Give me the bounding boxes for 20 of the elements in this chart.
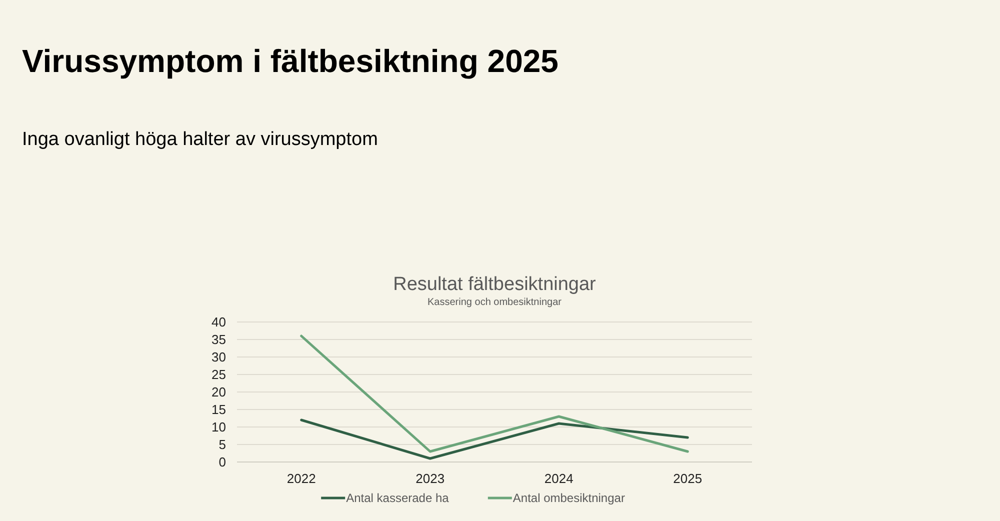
text: Inga ovanligt höga halter av virussymptom <box>22 129 378 150</box>
x-tick-label: 2023 <box>416 471 445 486</box>
y-tick-label: 15 <box>212 402 226 418</box>
line-series <box>300 418 689 460</box>
legend-label: Antal ombesiktningar <box>512 491 625 505</box>
y-tick-label: 35 <box>212 332 226 348</box>
chart-subtitle: Kassering och ombesiktningar <box>428 297 562 308</box>
y-tick-label: 0 <box>218 454 226 470</box>
text: Virussymptom i fältbesiktning 2025 <box>22 43 558 79</box>
y-tick-label: 25 <box>212 367 226 382</box>
y-tick-label: 30 <box>212 350 226 365</box>
chart-title: Resultat fältbesiktningar <box>393 274 597 295</box>
x-tick-label: 2024 <box>544 471 574 486</box>
legend-label: Antal kasserade ha <box>346 491 450 505</box>
y-tick-label: 5 <box>218 437 226 452</box>
y-tick-label: 10 <box>212 420 226 435</box>
y-tick-label: 20 <box>212 384 226 400</box>
y-tick-label: 40 <box>212 314 226 330</box>
x-tick-label: 2022 <box>286 471 316 486</box>
x-tick-label: 2025 <box>673 471 702 486</box>
